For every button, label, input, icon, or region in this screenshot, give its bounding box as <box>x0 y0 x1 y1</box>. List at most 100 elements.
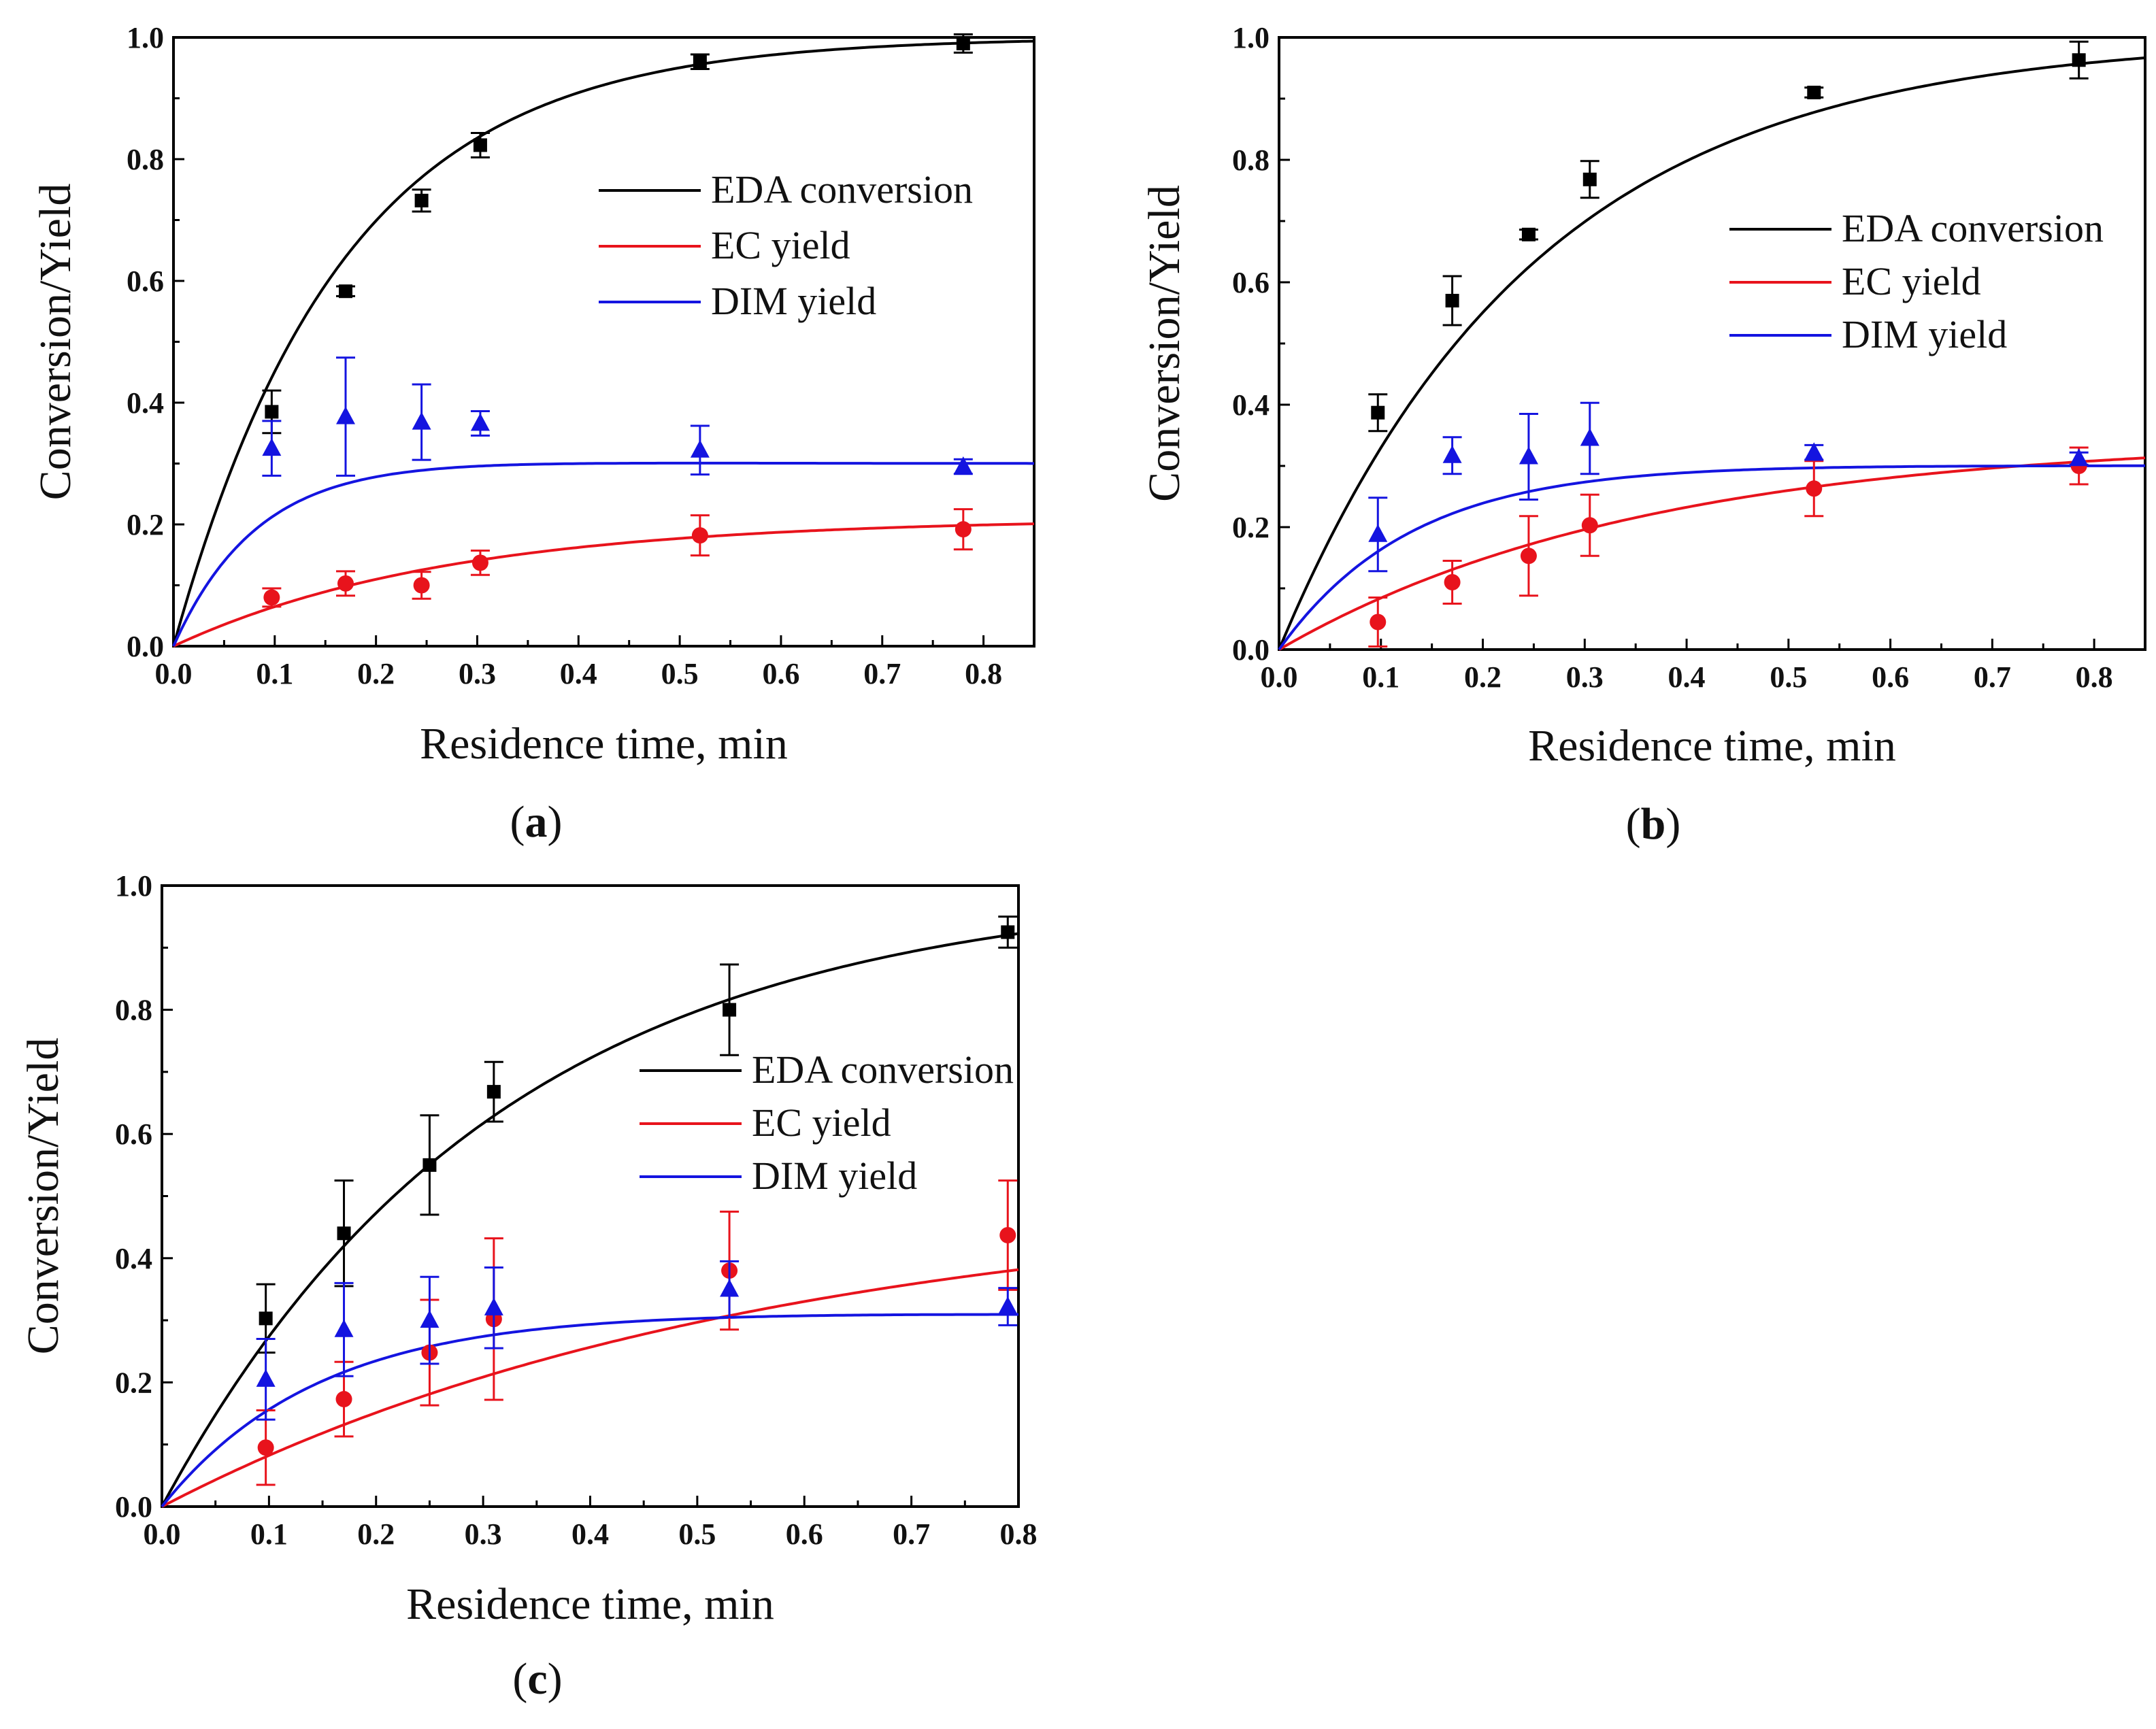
fit-curve-ec-yield <box>1278 456 2146 651</box>
data-point-circle <box>1370 614 1387 631</box>
panel-label-b: (b) <box>1626 799 1681 849</box>
data-point-circle <box>999 1227 1016 1244</box>
y-tick-label: 0.2 <box>1232 511 1270 544</box>
data-point-square <box>1807 86 1821 99</box>
fit-curve-dim-yield <box>172 461 1034 647</box>
x-tick-label: 0.2 <box>1464 660 1502 694</box>
x-tick-label: 0.0 <box>155 657 193 690</box>
data-point-circle <box>337 575 354 592</box>
data-point-triangle <box>336 406 355 424</box>
x-tick-label: 0.2 <box>357 1517 395 1551</box>
axis-ticks: 0.0 0.1 0.2 0.3 0.4 0.5 0.6 0.7 0.8 0.0 0.2 0.4 0.6 0… <box>127 21 1002 690</box>
data-point-square <box>486 1085 501 1099</box>
data-point-circle <box>691 527 708 544</box>
data-point-circle <box>1520 548 1537 565</box>
y-tick-label: 0.0 <box>127 630 164 663</box>
y-tick-label: 0.6 <box>127 265 164 298</box>
data-point-square <box>1001 925 1015 939</box>
legend-label: DIM yield <box>711 279 876 323</box>
data-point-square <box>2072 53 2086 67</box>
data-point-circle <box>335 1391 352 1408</box>
x-tick-label: 0.1 <box>1362 660 1399 694</box>
x-tick-label: 0.7 <box>893 1517 930 1551</box>
x-tick-label: 0.3 <box>465 1517 502 1551</box>
data-point-square <box>956 36 970 50</box>
data-point-circle <box>413 577 430 594</box>
data-points <box>1368 40 2089 648</box>
fit-curve-dim-yield <box>1278 464 2145 651</box>
data-point-triangle <box>484 1297 503 1315</box>
y-tick-label: 1.0 <box>127 21 164 54</box>
data-point-square <box>259 1311 273 1326</box>
data-point-square <box>265 405 279 419</box>
fit-curve-eda-conversion <box>161 932 1019 1507</box>
data-point-circle <box>263 589 280 606</box>
x-tick-label: 0.1 <box>256 657 293 690</box>
x-tick-label: 0.5 <box>678 1517 716 1551</box>
x-tick-label: 0.8 <box>2076 660 2113 694</box>
x-axis-label: Residence time, min <box>420 719 788 769</box>
data-point-triangle <box>1442 445 1462 463</box>
y-tick-label: 0.4 <box>127 386 164 420</box>
y-tick-label: 0.2 <box>127 508 164 541</box>
x-tick-label: 0.8 <box>965 657 1002 690</box>
data-point-square <box>337 1226 351 1241</box>
x-tick-label: 0.4 <box>560 657 597 690</box>
panel-a: 0.0 0.1 0.2 0.3 0.4 0.5 0.6 0.7 0.8 0.0 0.2 0.4 0.6 0… <box>31 21 1035 847</box>
x-tick-label: 0.6 <box>786 1517 823 1551</box>
data-point-circle <box>1444 574 1461 590</box>
x-tick-label: 0.8 <box>1000 1517 1038 1551</box>
panel-b: 0.0 0.1 0.2 0.3 0.4 0.5 0.6 0.7 0.8 0.0 0.2 0.4 0.6 0… <box>1140 21 2146 849</box>
x-tick-label: 0.0 <box>144 1517 181 1551</box>
x-tick-label: 0.7 <box>1974 660 2011 694</box>
y-tick-label: 0.8 <box>127 143 164 176</box>
x-tick-label: 0.0 <box>1261 660 1298 694</box>
data-point-square <box>414 193 429 207</box>
x-axis-label: Residence time, min <box>406 1579 774 1629</box>
y-tick-label: 0.6 <box>1232 266 1270 299</box>
legend-label: EC yield <box>711 223 850 267</box>
data-point-triangle <box>420 1310 440 1328</box>
data-point-square <box>1521 227 1536 241</box>
x-tick-label: 0.5 <box>1770 660 1807 694</box>
legend-label: DIM yield <box>752 1154 917 1198</box>
x-tick-label: 0.3 <box>459 657 496 690</box>
y-axis-label: Conversion/Yield <box>31 184 80 501</box>
data-point-triangle <box>2069 448 2089 467</box>
data-point-triangle <box>720 1279 740 1297</box>
data-point-square <box>1582 172 1597 186</box>
y-tick-label: 0.2 <box>115 1366 152 1399</box>
data-point-triangle <box>998 1296 1018 1315</box>
fit-curves <box>172 39 1035 648</box>
fit-curve-ec-yield <box>161 1268 1019 1508</box>
y-tick-label: 0.4 <box>115 1242 152 1275</box>
data-point-triangle <box>1519 446 1538 465</box>
data-point-triangle <box>1368 524 1388 542</box>
legend: EDA conversion EC yield DIM yield <box>599 167 973 323</box>
x-tick-label: 0.7 <box>863 657 901 690</box>
panel-c: 0.0 0.1 0.2 0.3 0.4 0.5 0.6 0.7 0.8 0.0 0.2 0.4 0.6 0… <box>18 869 1037 1704</box>
x-tick-label: 0.2 <box>357 657 395 690</box>
y-tick-label: 1.0 <box>1232 21 1270 54</box>
y-tick-label: 0.8 <box>1232 144 1270 177</box>
y-axis-label: Conversion/Yield <box>18 1038 68 1355</box>
y-tick-label: 0.0 <box>115 1490 152 1524</box>
axis-ticks: 0.0 0.1 0.2 0.3 0.4 0.5 0.6 0.7 0.8 0.0 0.2 0.4 0.6 0… <box>115 869 1038 1551</box>
fit-curve-ec-yield <box>173 522 1035 648</box>
data-point-triangle <box>256 1369 276 1387</box>
x-tick-label: 0.5 <box>661 657 699 690</box>
x-axis-label: Residence time, min <box>1528 721 1896 771</box>
fit-curves <box>161 932 1019 1508</box>
data-point-circle <box>1806 480 1823 497</box>
legend-label: DIM yield <box>1842 312 2007 356</box>
x-tick-label: 0.6 <box>1872 660 1909 694</box>
x-tick-label: 0.1 <box>250 1517 288 1551</box>
panel-label-a: (a) <box>510 797 563 847</box>
y-tick-label: 0.0 <box>1232 633 1270 667</box>
y-tick-label: 1.0 <box>115 869 152 903</box>
data-point-triangle <box>412 412 431 430</box>
y-axis-label: Conversion/Yield <box>1140 185 1189 502</box>
data-points <box>256 916 1018 1486</box>
fit-curves <box>1278 56 2146 651</box>
